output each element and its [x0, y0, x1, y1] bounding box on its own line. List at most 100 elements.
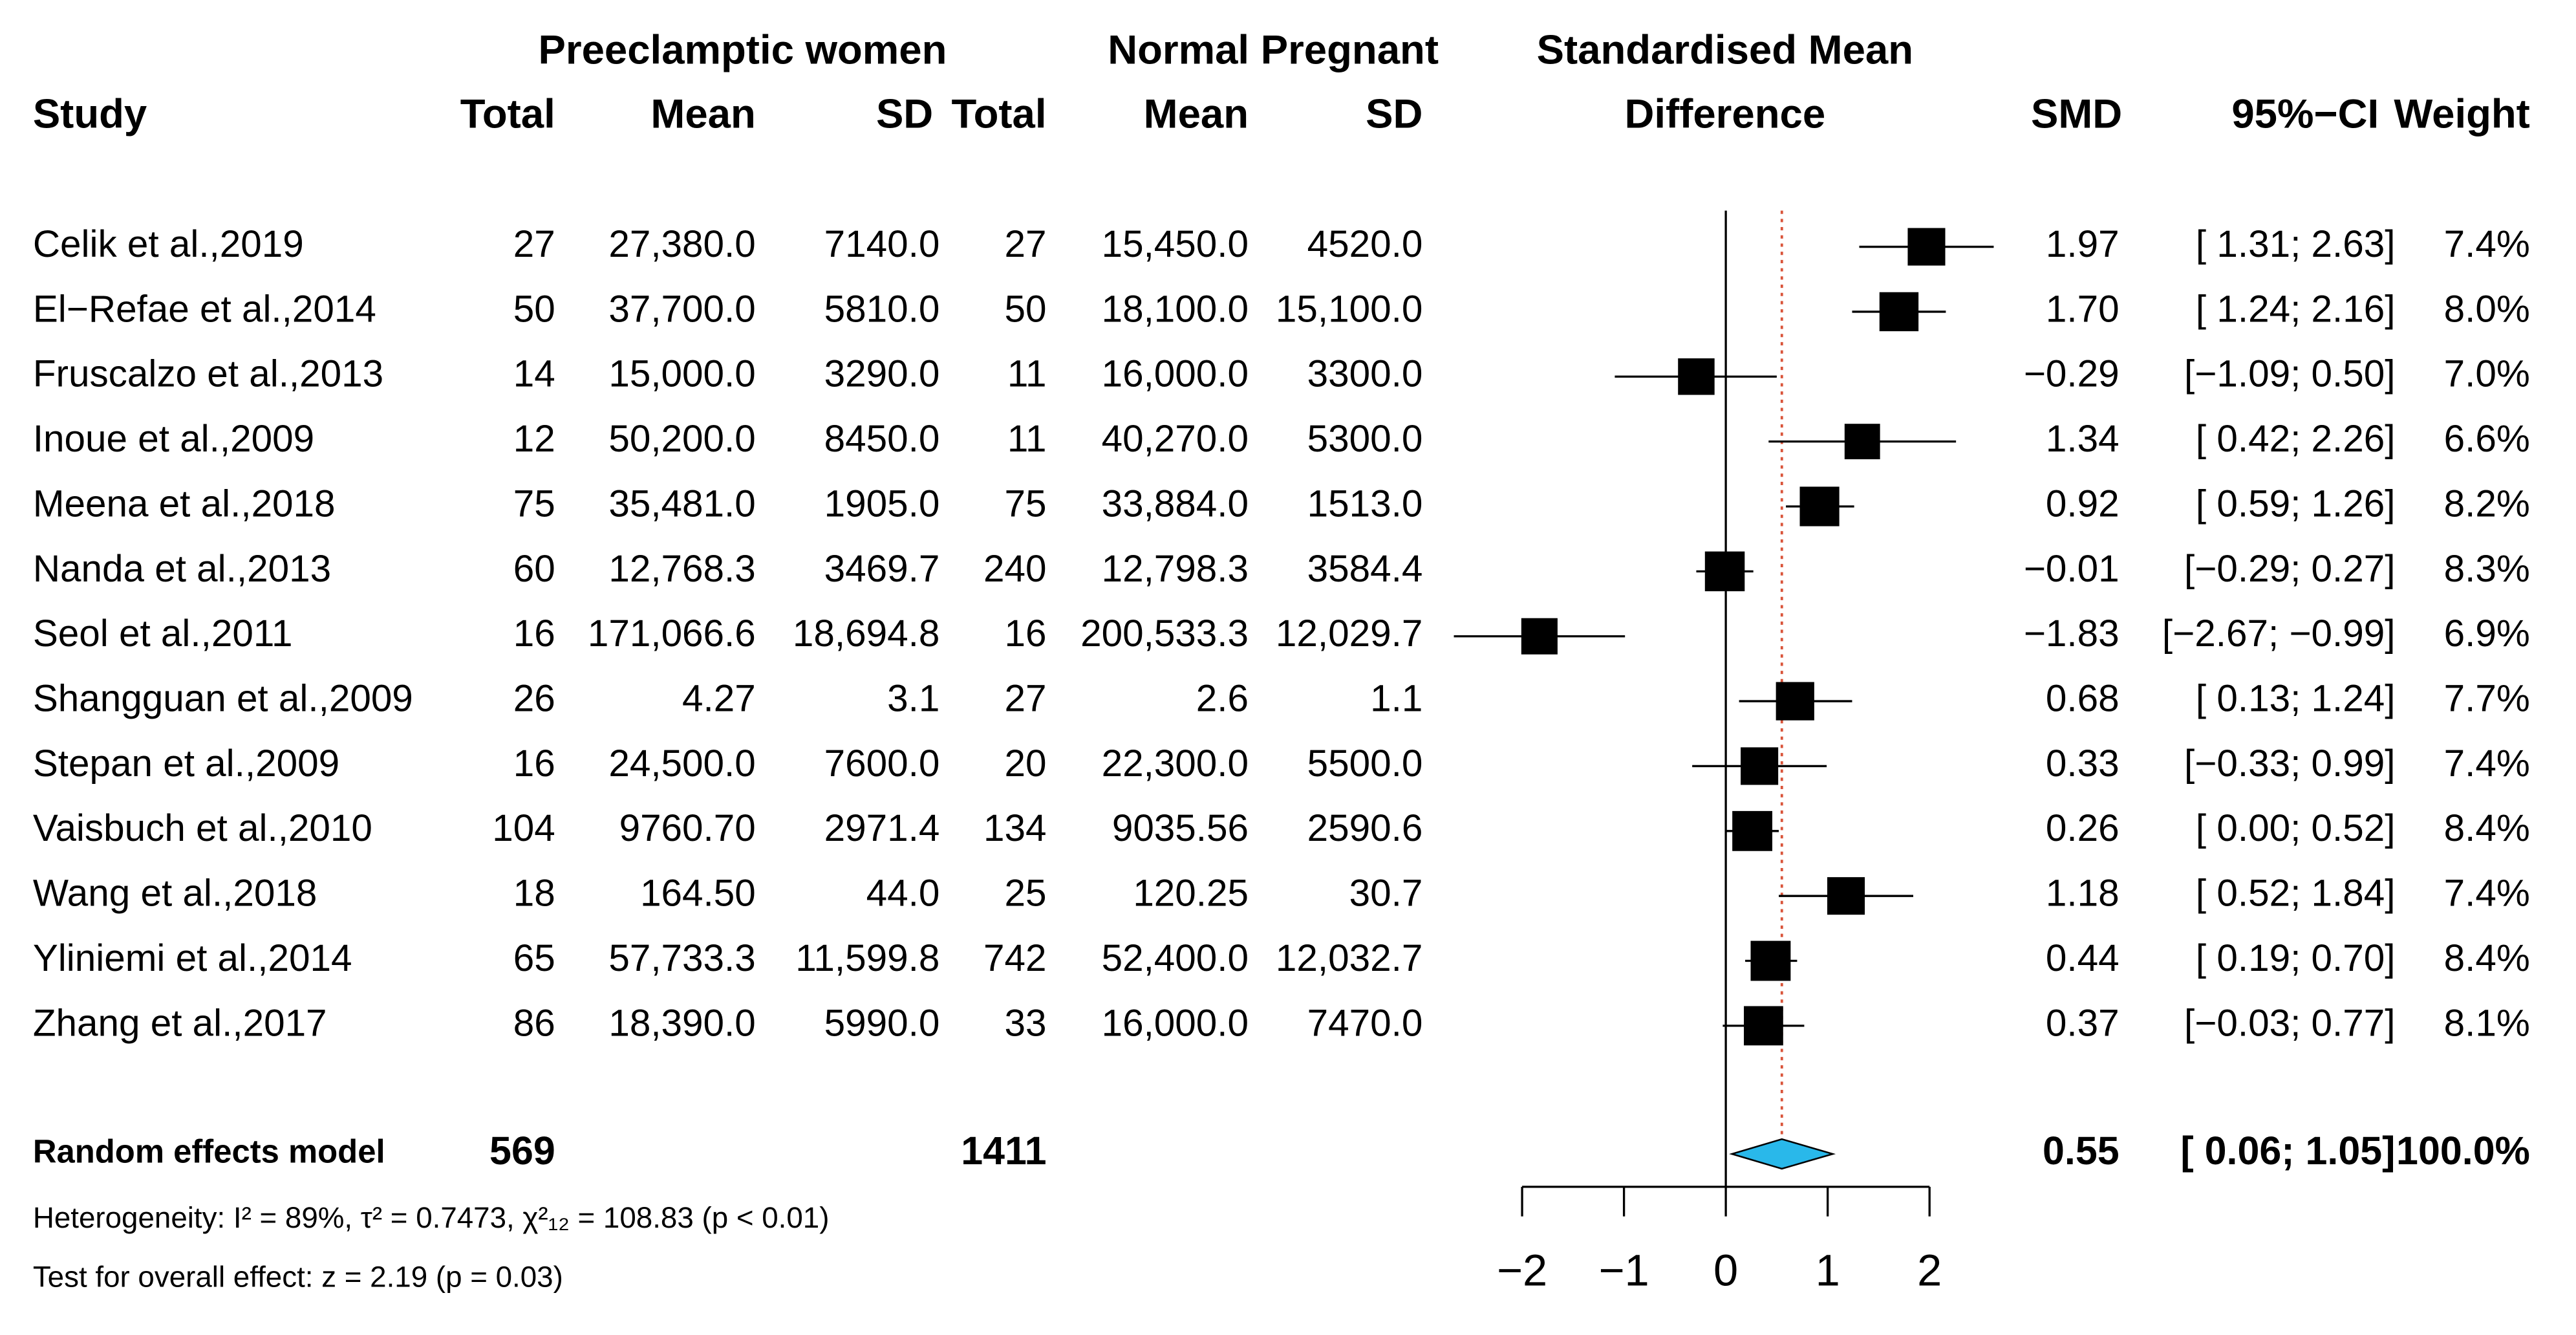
ci-label: [ 0.00; 0.52] [2196, 807, 2396, 849]
smd-label: 1.97 [2046, 223, 2120, 265]
ci-label: [−2.67; −0.99] [2162, 613, 2396, 655]
x-tick-label: 1 [1816, 1246, 1840, 1296]
norm-sd: 4520.0 [1307, 223, 1423, 265]
study: Zhang et al.,2017 [33, 1002, 327, 1044]
norm-total: 16 [1005, 613, 1047, 655]
pre-mean: 37,700.0 [608, 288, 755, 330]
pre-mean: 27,380.0 [608, 223, 755, 265]
pre-sd: 3469.7 [824, 548, 940, 590]
norm-sd: 12,032.7 [1276, 937, 1422, 979]
norm-sd: 1.1 [1370, 678, 1422, 720]
effect-box [1704, 551, 1745, 592]
effect-box [1799, 486, 1840, 526]
norm-total: 20 [1005, 743, 1047, 785]
ci-label: [ 0.06; 1.05] [2180, 1129, 2395, 1173]
study: Fruscalzo et al.,2013 [33, 353, 383, 395]
weight-label: 100.0% [2396, 1129, 2530, 1173]
norm-mean: 12,798.3 [1102, 548, 1249, 590]
column-header: Total [951, 91, 1046, 137]
norm-total: 11 [1007, 353, 1047, 395]
pre-sd: 2971.4 [824, 807, 940, 849]
pooled-diamond [1729, 1138, 1836, 1170]
norm-sd: 12,029.7 [1276, 613, 1422, 655]
pre-sd: 8450.0 [824, 418, 940, 460]
pre-total: 569 [489, 1129, 555, 1173]
ci-label: [−0.03; 0.77] [2184, 1002, 2395, 1044]
norm-sd: 5500.0 [1307, 743, 1423, 785]
norm-mean: 16,000.0 [1102, 353, 1249, 395]
smd-label: 0.33 [2046, 743, 2120, 785]
effect-box [1521, 618, 1558, 655]
norm-mean: 120.25 [1133, 873, 1249, 915]
pre-mean: 50,200.0 [608, 418, 755, 460]
weight-label: 8.2% [2444, 483, 2530, 525]
weight-label: 8.0% [2444, 288, 2530, 330]
norm-mean: 200,533.3 [1080, 613, 1249, 655]
norm-mean: 16,000.0 [1102, 1002, 1249, 1044]
weight-label: 8.1% [2444, 1002, 2530, 1044]
norm-sd: 7470.0 [1307, 1002, 1423, 1044]
ci-label: [ 0.13; 1.24] [2196, 678, 2396, 720]
smd-label: 0.68 [2046, 678, 2120, 720]
smd-label: 0.26 [2046, 807, 2120, 849]
weight-label: 7.0% [2444, 353, 2530, 395]
smd-label: 0.55 [2043, 1129, 2120, 1173]
norm-mean: 33,884.0 [1102, 483, 1249, 525]
effect-box [1678, 358, 1715, 395]
weight-label: 8.4% [2444, 937, 2530, 979]
norm-mean: 9035.56 [1112, 807, 1249, 849]
norm-total: 27 [1005, 678, 1047, 720]
pre-total: 50 [513, 288, 555, 330]
pre-mean: 18,390.0 [608, 1002, 755, 1044]
group-header: Normal Pregnant [1108, 27, 1439, 73]
norm-total: 742 [983, 937, 1046, 979]
study: Inoue et al.,2009 [33, 418, 314, 460]
pre-total: 27 [513, 223, 555, 265]
norm-sd: 30.7 [1349, 873, 1423, 915]
effect-box [1732, 810, 1773, 851]
weight-label: 7.7% [2444, 678, 2530, 720]
norm-mean: 52,400.0 [1102, 937, 1249, 979]
study: Seol et al.,2011 [33, 613, 293, 655]
study: Stepan et al.,2009 [33, 743, 339, 785]
norm-total: 1411 [961, 1129, 1046, 1173]
effect-box [1750, 940, 1791, 981]
norm-total: 240 [983, 548, 1046, 590]
smd-label: −0.29 [2024, 353, 2120, 395]
group-header: Preeclamptic women [539, 27, 947, 73]
norm-total: 134 [983, 807, 1046, 849]
pre-total: 18 [513, 873, 555, 915]
norm-sd: 15,100.0 [1276, 288, 1422, 330]
pre-total: 60 [513, 548, 555, 590]
smd-label: 0.92 [2046, 483, 2120, 525]
study: Vaisbuch et al.,2010 [33, 807, 372, 849]
pre-total: 104 [492, 807, 555, 849]
smd-label: 0.37 [2046, 1002, 2120, 1044]
study: Wang et al.,2018 [33, 873, 317, 915]
column-header: Weight [2394, 91, 2530, 137]
ci-label: [ 1.31; 2.63] [2196, 223, 2396, 265]
group-header: Standardised Mean [1537, 27, 1913, 73]
pre-total: 16 [513, 613, 555, 655]
norm-mean: 15,450.0 [1102, 223, 1249, 265]
weight-label: 8.3% [2444, 548, 2530, 590]
norm-total: 27 [1005, 223, 1047, 265]
x-tick-label: −1 [1598, 1246, 1649, 1296]
norm-total: 33 [1005, 1002, 1047, 1044]
column-header: 95%−CI [2231, 91, 2379, 137]
pre-sd: 7600.0 [824, 743, 940, 785]
smd-label: 0.44 [2046, 937, 2120, 979]
pre-total: 14 [513, 353, 555, 395]
weight-label: 7.4% [2444, 743, 2530, 785]
smd-label: 1.18 [2046, 873, 2120, 915]
pre-sd: 5990.0 [824, 1002, 940, 1044]
ci-label: [ 0.52; 1.84] [2196, 873, 2396, 915]
effect-box [1741, 747, 1779, 785]
pre-total: 12 [513, 418, 555, 460]
ci-label: [−1.09; 0.50] [2184, 353, 2395, 395]
norm-mean: 22,300.0 [1102, 743, 1249, 785]
ci-label: [ 1.24; 2.16] [2196, 288, 2396, 330]
pre-mean: 12,768.3 [608, 548, 755, 590]
